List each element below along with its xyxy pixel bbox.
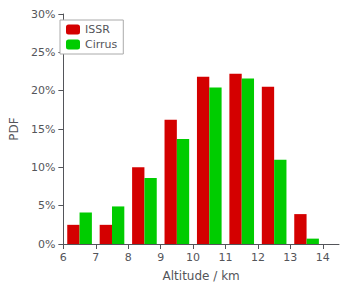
svg-text:ISSR: ISSR: [85, 23, 110, 36]
svg-text:12: 12: [251, 251, 265, 264]
svg-text:10: 10: [186, 251, 200, 264]
svg-text:PDF: PDF: [7, 117, 21, 140]
svg-text:7: 7: [92, 251, 99, 264]
svg-text:0%: 0%: [38, 238, 55, 251]
svg-text:25%: 25%: [31, 46, 55, 59]
svg-text:8: 8: [125, 251, 132, 264]
svg-text:15%: 15%: [31, 123, 55, 136]
svg-text:14: 14: [316, 251, 330, 264]
svg-text:Altitude / km: Altitude / km: [163, 269, 240, 283]
svg-text:Cirrus: Cirrus: [85, 38, 118, 51]
svg-text:10%: 10%: [31, 161, 55, 174]
svg-text:30%: 30%: [31, 8, 55, 21]
svg-text:9: 9: [157, 251, 164, 264]
svg-text:5%: 5%: [38, 199, 55, 212]
svg-text:11: 11: [218, 251, 232, 264]
svg-text:6: 6: [60, 251, 67, 264]
svg-text:13: 13: [283, 251, 297, 264]
svg-text:20%: 20%: [31, 84, 55, 97]
